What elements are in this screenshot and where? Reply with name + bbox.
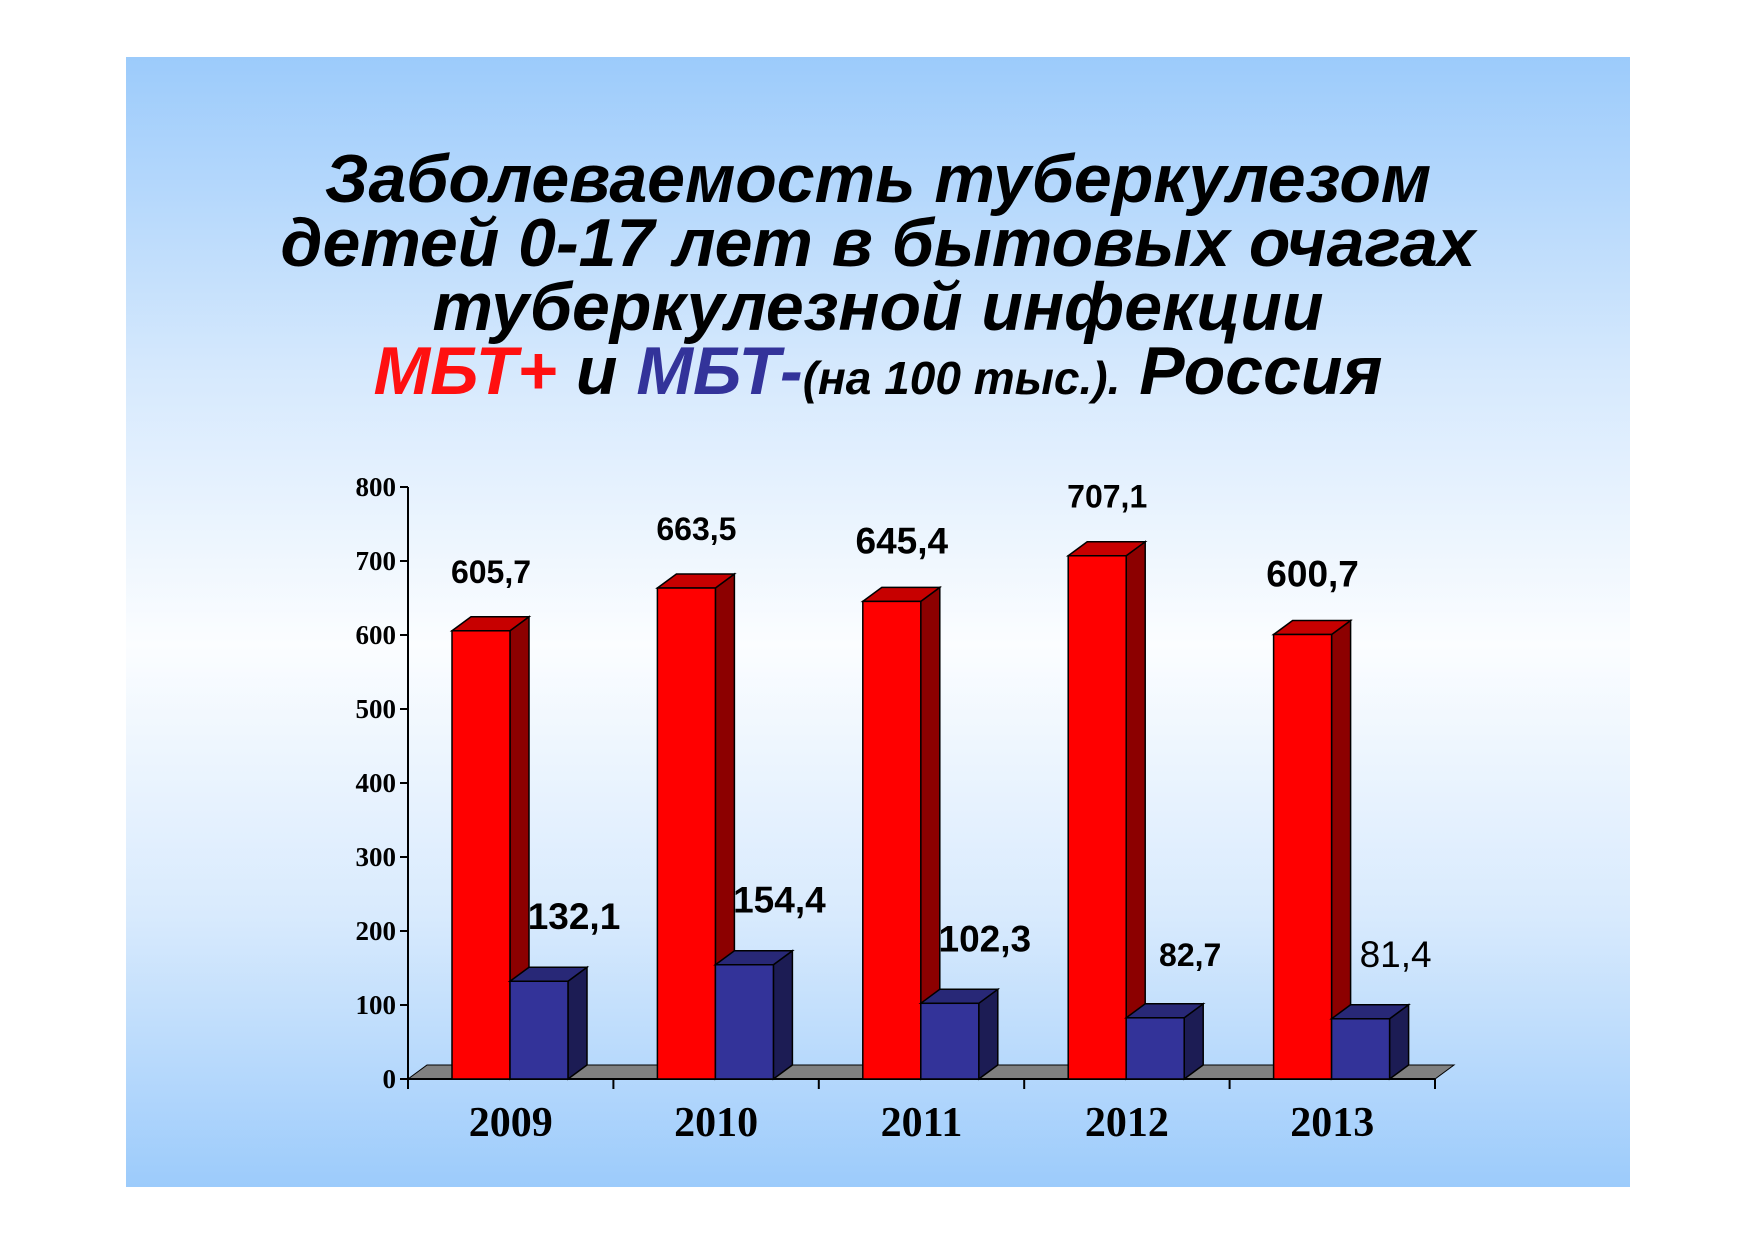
chart-title: Заболеваемость туберкулезом детей 0-17 л… [126, 141, 1630, 410]
data-label: 645,4 [856, 520, 949, 561]
bar-mbt-minus [1125, 1017, 1185, 1080]
x-tick-label: 2009 [469, 1100, 553, 1146]
data-label: 81,4 [1360, 934, 1432, 975]
y-tick-label: 300 [356, 842, 397, 872]
bar-mbt-minus [1330, 1018, 1391, 1080]
bar-mbt-plus [1067, 554, 1127, 1080]
title-and: и [556, 333, 637, 409]
data-label: 600,7 [1266, 553, 1359, 594]
bar-mbt-plus [1272, 633, 1333, 1080]
bar-mbt-minus [714, 963, 775, 1080]
data-label: 82,7 [1159, 937, 1221, 973]
data-label: 102,3 [939, 918, 1032, 959]
data-label: 132,1 [528, 896, 621, 937]
title-line-1: Заболеваемость туберкулезом [324, 141, 1432, 217]
y-tick-label: 500 [356, 694, 397, 724]
y-tick-label: 200 [356, 916, 397, 946]
bar-mbt-plus-side [1125, 540, 1146, 1081]
x-tick-label: 2010 [674, 1100, 758, 1146]
bar-mbt-plus [451, 630, 511, 1080]
bar-mbt-plus [862, 600, 922, 1080]
data-label: 605,7 [451, 554, 531, 590]
data-label: 154,4 [733, 880, 826, 921]
y-tick-label: 800 [356, 472, 397, 502]
bar-mbt-minus-side [978, 987, 999, 1081]
title-mbt-minus: МБТ- [636, 333, 803, 409]
y-tick-label: 100 [356, 990, 397, 1020]
bar-mbt-minus [509, 980, 569, 1080]
y-tick-label: 400 [356, 768, 397, 798]
bar-mbt-minus-side [567, 965, 588, 1081]
title-unit: (на 100 тыс.). [802, 352, 1121, 404]
title-line-4: МБТ+ и МБТ-(на 100 тыс.). Россия [126, 337, 1630, 410]
title-line-2: детей 0-17 лет в бытовых очагах [280, 205, 1476, 281]
title-mbt-plus: МБТ+ [373, 333, 557, 409]
x-tick-label: 2011 [881, 1100, 963, 1146]
y-tick-label: 700 [356, 546, 397, 576]
bar-mbt-plus [656, 587, 717, 1080]
y-tick-label: 0 [383, 1064, 397, 1094]
bar-mbt-minus-side [772, 949, 794, 1081]
data-label: 663,5 [656, 511, 736, 547]
bar-mbt-minus [920, 1002, 980, 1080]
data-label: 707,1 [1067, 479, 1147, 515]
title-line-3: туберкулезной инфекции [432, 269, 1324, 345]
x-tick-label: 2013 [1290, 1100, 1374, 1146]
title-region: Россия [1120, 333, 1383, 409]
x-tick-label: 2012 [1085, 1100, 1169, 1146]
y-tick-label: 600 [356, 620, 397, 650]
